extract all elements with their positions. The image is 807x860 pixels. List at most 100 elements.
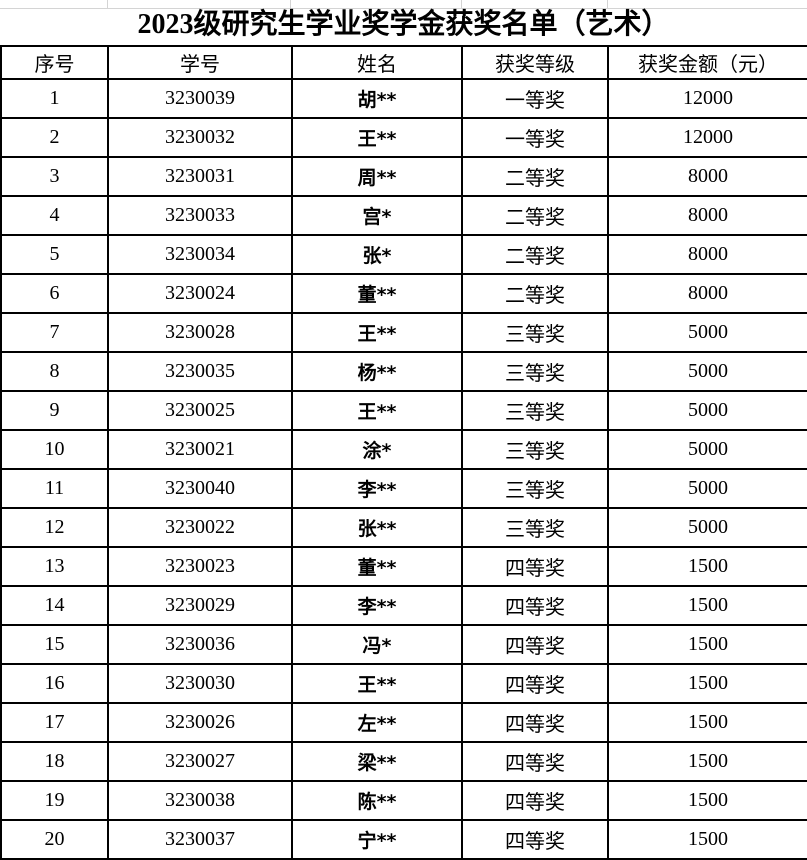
table-row: 18 3230027 梁** 四等奖 1500 — [0, 741, 807, 782]
cell-award-level: 三等奖 — [461, 507, 609, 548]
table-row: 14 3230029 李** 四等奖 1500 — [0, 585, 807, 626]
cell-index: 16 — [0, 663, 109, 704]
cell-name: 王** — [291, 312, 463, 353]
cell-name: 王** — [291, 117, 463, 158]
cell-award-level: 三等奖 — [461, 429, 609, 470]
cell-name: 董** — [291, 546, 463, 587]
cell-amount: 8000 — [607, 156, 807, 197]
cell-amount: 1500 — [607, 780, 807, 821]
table-row: 20 3230037 宁** 四等奖 1500 — [0, 819, 807, 860]
table-row: 5 3230034 张* 二等奖 8000 — [0, 234, 807, 275]
cell-student-id: 3230028 — [107, 312, 293, 353]
cell-index: 6 — [0, 273, 109, 314]
cell-name: 左** — [291, 702, 463, 743]
table-row: 3 3230031 周** 二等奖 8000 — [0, 156, 807, 197]
table-row: 7 3230028 王** 三等奖 5000 — [0, 312, 807, 353]
cell-name: 王** — [291, 390, 463, 431]
cell-award-level: 四等奖 — [461, 624, 609, 665]
cell-amount: 1500 — [607, 819, 807, 860]
cell-student-id: 3230035 — [107, 351, 293, 392]
cell-award-level: 四等奖 — [461, 741, 609, 782]
cell-award-level: 一等奖 — [461, 78, 609, 119]
cell-student-id: 3230021 — [107, 429, 293, 470]
cell-index: 17 — [0, 702, 109, 743]
cell-name: 胡** — [291, 78, 463, 119]
table-row: 2 3230032 王** 一等奖 12000 — [0, 117, 807, 158]
cell-amount: 8000 — [607, 234, 807, 275]
cell-student-id: 3230023 — [107, 546, 293, 587]
header-student-id: 学号 — [107, 45, 293, 80]
cell-index: 4 — [0, 195, 109, 236]
cell-index: 3 — [0, 156, 109, 197]
cell-student-id: 3230022 — [107, 507, 293, 548]
cell-name: 杨** — [291, 351, 463, 392]
cell-index: 14 — [0, 585, 109, 626]
cell-name: 张** — [291, 507, 463, 548]
table-row: 11 3230040 李** 三等奖 5000 — [0, 468, 807, 509]
cell-index: 10 — [0, 429, 109, 470]
cell-student-id: 3230024 — [107, 273, 293, 314]
cell-amount: 1500 — [607, 741, 807, 782]
cell-amount: 8000 — [607, 195, 807, 236]
table-row: 1 3230039 胡** 一等奖 12000 — [0, 78, 807, 119]
table-row: 10 3230021 涂* 三等奖 5000 — [0, 429, 807, 470]
cell-amount: 5000 — [607, 507, 807, 548]
cell-name: 周** — [291, 156, 463, 197]
cell-amount: 1500 — [607, 585, 807, 626]
cell-name: 涂* — [291, 429, 463, 470]
cell-award-level: 二等奖 — [461, 156, 609, 197]
table-row: 19 3230038 陈** 四等奖 1500 — [0, 780, 807, 821]
header-amount: 获奖金额（元） — [607, 45, 807, 80]
cell-index: 7 — [0, 312, 109, 353]
cell-amount: 1500 — [607, 702, 807, 743]
cell-amount: 5000 — [607, 429, 807, 470]
cell-amount: 12000 — [607, 78, 807, 119]
cell-name: 宫* — [291, 195, 463, 236]
table-row: 8 3230035 杨** 三等奖 5000 — [0, 351, 807, 392]
cell-index: 2 — [0, 117, 109, 158]
cell-student-id: 3230025 — [107, 390, 293, 431]
cell-award-level: 三等奖 — [461, 351, 609, 392]
table-row: 17 3230026 左** 四等奖 1500 — [0, 702, 807, 743]
cell-student-id: 3230039 — [107, 78, 293, 119]
cell-index: 15 — [0, 624, 109, 665]
cell-amount: 5000 — [607, 312, 807, 353]
cell-student-id: 3230036 — [107, 624, 293, 665]
cell-index: 20 — [0, 819, 109, 860]
header-row: 序号 学号 姓名 获奖等级 获奖金额（元） — [0, 45, 807, 80]
cell-award-level: 四等奖 — [461, 780, 609, 821]
cell-award-level: 三等奖 — [461, 312, 609, 353]
document-title: 2023级研究生学业奖学金获奖名单（艺术） — [137, 9, 670, 40]
cell-award-level: 四等奖 — [461, 819, 609, 860]
cell-award-level: 四等奖 — [461, 546, 609, 587]
cell-award-level: 二等奖 — [461, 195, 609, 236]
cell-student-id: 3230030 — [107, 663, 293, 704]
cell-student-id: 3230027 — [107, 741, 293, 782]
cell-name: 李** — [291, 468, 463, 509]
cell-name: 李** — [291, 585, 463, 626]
cell-name: 宁** — [291, 819, 463, 860]
cell-amount: 1500 — [607, 546, 807, 587]
table-row: 15 3230036 冯* 四等奖 1500 — [0, 624, 807, 665]
cell-student-id: 3230031 — [107, 156, 293, 197]
cell-student-id: 3230040 — [107, 468, 293, 509]
cell-amount: 5000 — [607, 390, 807, 431]
cell-amount: 12000 — [607, 117, 807, 158]
cell-student-id: 3230034 — [107, 234, 293, 275]
table-row: 13 3230023 董** 四等奖 1500 — [0, 546, 807, 587]
cell-student-id: 3230038 — [107, 780, 293, 821]
table-row: 12 3230022 张** 三等奖 5000 — [0, 507, 807, 548]
cell-index: 13 — [0, 546, 109, 587]
award-table: 序号 学号 姓名 获奖等级 获奖金额（元） 1 3230039 胡** 一等奖 1200… — [0, 45, 807, 860]
cell-name: 董** — [291, 273, 463, 314]
cell-index: 8 — [0, 351, 109, 392]
header-name: 姓名 — [291, 45, 463, 80]
cell-index: 12 — [0, 507, 109, 548]
cell-index: 1 — [0, 78, 109, 119]
cell-student-id: 3230032 — [107, 117, 293, 158]
cell-amount: 1500 — [607, 624, 807, 665]
cell-name: 王** — [291, 663, 463, 704]
table-row: 16 3230030 王** 四等奖 1500 — [0, 663, 807, 704]
cell-name: 冯* — [291, 624, 463, 665]
sheet-gridlines — [0, 0, 807, 9]
